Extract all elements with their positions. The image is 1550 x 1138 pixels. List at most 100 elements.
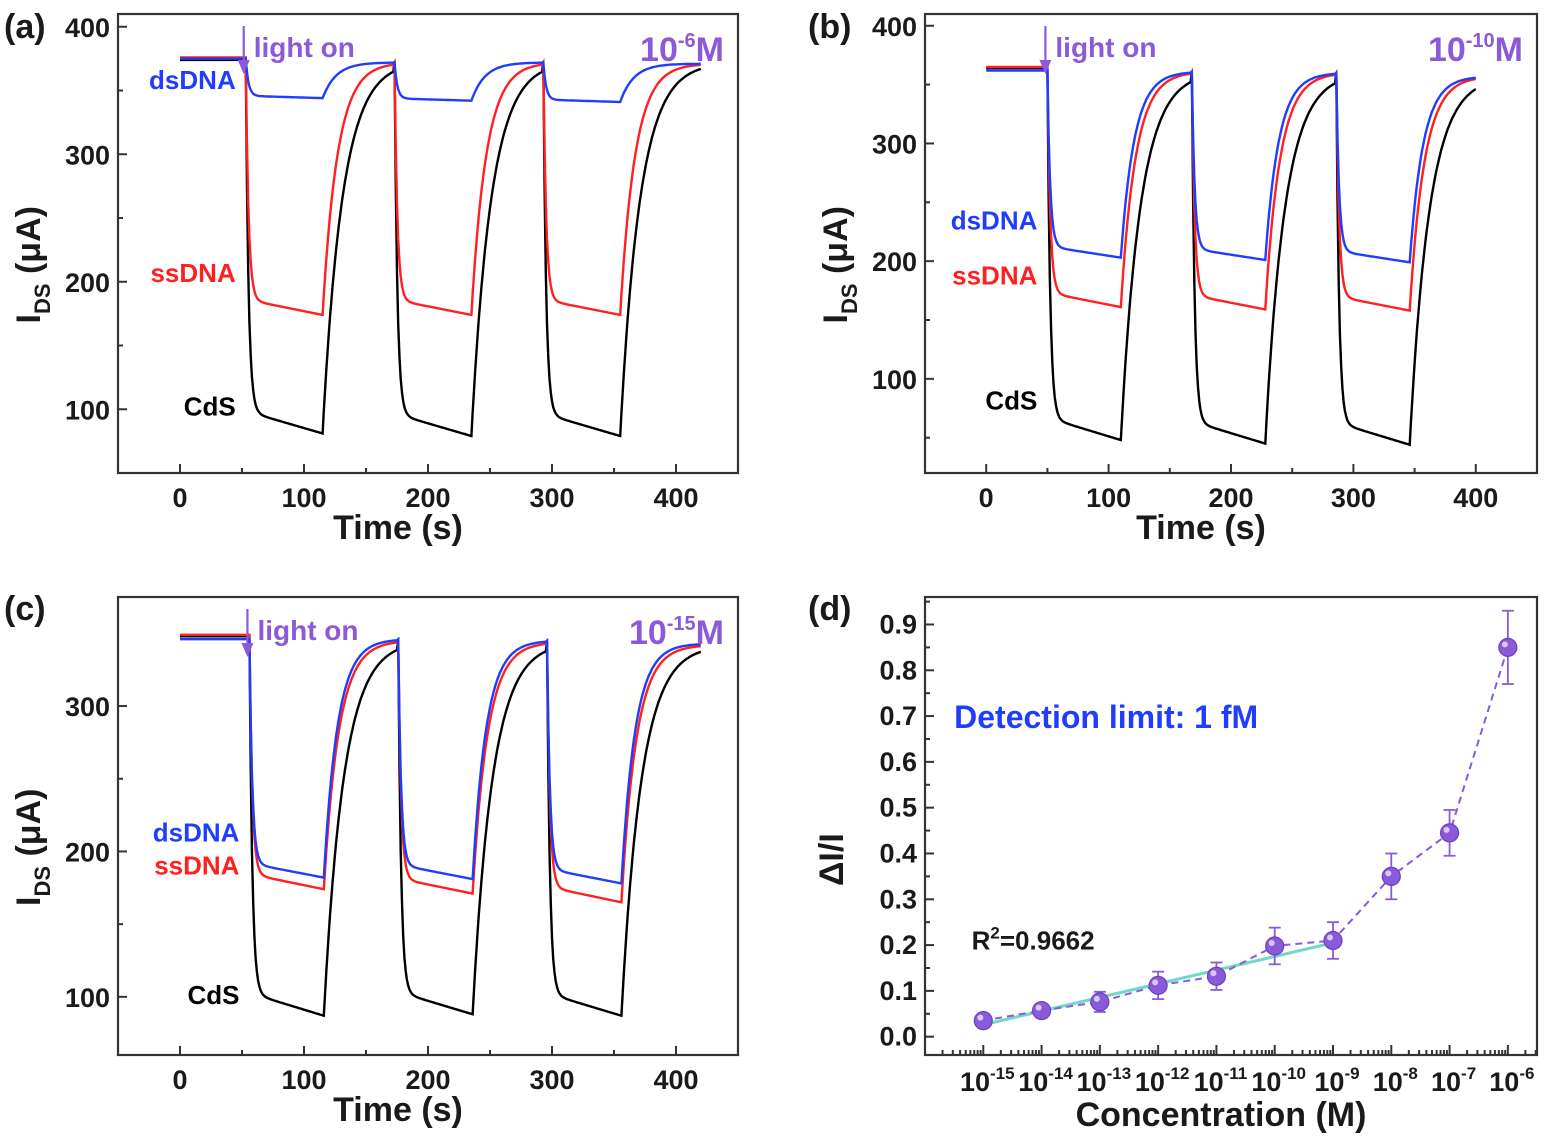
y-axis-title: IDS (μA) xyxy=(10,206,55,323)
series-label-cds: CdS xyxy=(184,392,236,422)
light-on-label: light on xyxy=(257,615,358,646)
y-tick-label: 0.2 xyxy=(879,930,917,960)
y-tick-label: 300 xyxy=(65,140,110,170)
y-tick-label: 400 xyxy=(872,12,917,42)
y-tick-label: 200 xyxy=(65,837,110,867)
y-tick-label: 0.3 xyxy=(879,884,917,914)
panel-c: 0 100 200 300 400 100 200 300 Time (s) IDS (μA) (c… xyxy=(4,590,740,1129)
plot-frame xyxy=(923,595,1539,1057)
data-point-highlight xyxy=(1385,870,1392,877)
r-squared-label: R2=0.9662 xyxy=(972,924,1095,956)
y-axis-title: IDS (μA) xyxy=(10,789,55,906)
series-line-ssdna xyxy=(180,633,701,904)
data-point-highlight xyxy=(1035,1004,1042,1011)
x-tick-label: 100 xyxy=(281,1065,326,1095)
series-line-ssdna xyxy=(180,56,701,317)
series-label-dsdna: dsDNA xyxy=(149,65,236,95)
y-axis-title: ΔI/I xyxy=(813,833,851,886)
y-tick-label: 400 xyxy=(65,13,110,43)
x-tick-label: 400 xyxy=(653,1065,698,1095)
y-tick-label: 0.0 xyxy=(879,1022,917,1052)
y-tick-label: 200 xyxy=(65,268,110,298)
series-line-cds xyxy=(986,66,1477,447)
data-point xyxy=(973,1011,993,1031)
x-tick-label: 300 xyxy=(1331,483,1376,513)
x-tick-label: 10-14 xyxy=(1018,1064,1073,1097)
x-tick-label: 10-10 xyxy=(1251,1064,1306,1097)
series-line-dsdna xyxy=(986,69,1476,264)
series-line-dsdna xyxy=(180,57,701,104)
data-point-highlight xyxy=(1093,995,1100,1002)
series-line-ssdna xyxy=(986,65,1476,313)
y-tick-label: 0.6 xyxy=(879,747,917,777)
x-tick-label: 200 xyxy=(405,483,450,513)
series-line-dsdna xyxy=(180,636,701,885)
x-tick-label: 0 xyxy=(979,483,994,513)
series-line-cds xyxy=(180,635,702,1018)
x-axis-title: Time (s) xyxy=(333,1091,463,1129)
panel-label: (b) xyxy=(808,8,851,46)
x-tick-label: 300 xyxy=(529,483,574,513)
y-tick-label: 0.7 xyxy=(879,701,917,731)
y-tick-label: 0.8 xyxy=(879,655,917,685)
data-point xyxy=(1031,1000,1052,1021)
x-axis-title: Time (s) xyxy=(1136,509,1266,547)
x-tick-label: 10-8 xyxy=(1373,1064,1418,1097)
x-tick-label: 300 xyxy=(529,1065,574,1095)
x-tick-label: 10-15 xyxy=(960,1064,1015,1097)
series-label-ssdna: ssDNA xyxy=(150,258,235,288)
y-tick-label: 0.1 xyxy=(879,976,917,1006)
data-point xyxy=(1090,992,1110,1012)
data-point xyxy=(1323,930,1343,951)
x-tick-label: 10-7 xyxy=(1431,1064,1476,1097)
y-tick-label: 300 xyxy=(65,692,110,722)
series-label-cds: CdS xyxy=(985,385,1037,415)
x-tick-label: 10-12 xyxy=(1135,1064,1190,1097)
y-tick-label: 0.4 xyxy=(879,838,917,868)
data-point-highlight xyxy=(1501,641,1508,648)
data-point-highlight xyxy=(1210,970,1217,977)
series-line-cds xyxy=(180,58,702,438)
panel-a: 0 100 200 300 400 100 200 300 400 Time (s) IDS (μA… xyxy=(4,8,740,547)
light-on-label: light on xyxy=(1055,32,1156,63)
y-axis-title: IDS (μA) xyxy=(817,206,862,323)
concentration-label: 10-6M xyxy=(640,30,724,69)
y-tick-label: 100 xyxy=(65,983,110,1013)
series-label-dsdna: dsDNA xyxy=(153,817,240,847)
panel-label: (a) xyxy=(4,8,46,46)
x-tick-label: 0 xyxy=(172,1065,187,1095)
data-connector xyxy=(983,647,1509,1022)
y-tick-label: 300 xyxy=(872,129,917,159)
x-tick-label: 10-13 xyxy=(1077,1064,1132,1097)
panel-label: (c) xyxy=(4,590,46,628)
panel-d: 0.0 0.1 0.2 0.3 0.4 0.5 0.6 0.7 0.8 0.9 10-15 10-14… xyxy=(808,590,1539,1134)
light-on-arrowhead xyxy=(237,60,250,74)
x-tick-label: 200 xyxy=(405,1065,450,1095)
light-on-label: light on xyxy=(254,32,355,63)
series-label-cds: CdS xyxy=(187,980,239,1010)
y-tick-label: 0.5 xyxy=(879,793,917,823)
detection-limit-label: Detection limit: 1 fM xyxy=(954,699,1258,735)
x-tick-label: 100 xyxy=(281,483,326,513)
x-axis-title: Concentration (M) xyxy=(1076,1096,1367,1134)
y-tick-label: 100 xyxy=(65,395,110,425)
x-tick-label: 10-11 xyxy=(1194,1064,1248,1097)
y-tick-label: 100 xyxy=(872,365,917,395)
series-label-ssdna: ssDNA xyxy=(154,851,239,881)
data-point-highlight xyxy=(977,1014,984,1021)
concentration-label: 10-10M xyxy=(1428,30,1523,69)
x-tick-label: 100 xyxy=(1086,483,1131,513)
series-label-dsdna: dsDNA xyxy=(951,205,1038,235)
light-on-arrowhead xyxy=(241,643,254,657)
data-point xyxy=(1498,637,1518,657)
x-tick-label: 200 xyxy=(1208,483,1253,513)
data-point-highlight xyxy=(1443,826,1450,833)
x-tick-label: 0 xyxy=(172,483,187,513)
y-tick-label: 200 xyxy=(872,247,917,277)
concentration-label: 10-15M xyxy=(629,613,724,652)
x-tick-label: 400 xyxy=(653,483,698,513)
x-tick-label: 400 xyxy=(1453,483,1498,513)
y-tick-label: 0.9 xyxy=(879,609,917,639)
panel-label: (d) xyxy=(808,590,851,628)
